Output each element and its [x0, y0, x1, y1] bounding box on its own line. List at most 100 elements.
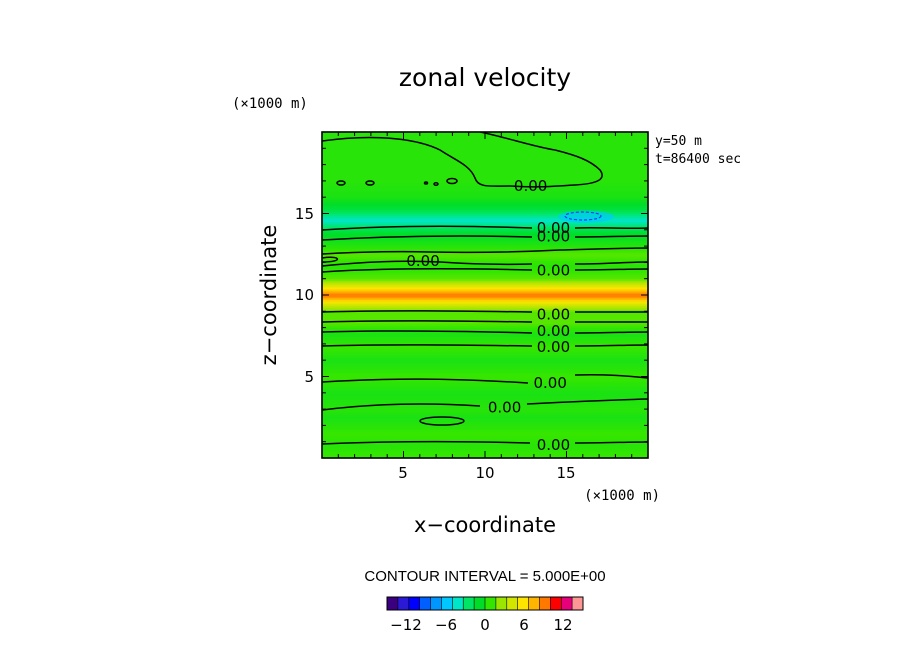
- heatmap-cell: [322, 172, 648, 176]
- contour-label: 0.00: [488, 398, 521, 416]
- heatmap-cell: [322, 374, 648, 378]
- contour-line: [433, 182, 439, 186]
- colorbar-swatch: [408, 597, 420, 610]
- heatmap-cell: [322, 323, 648, 327]
- contour-label: 0.00: [537, 227, 570, 245]
- y-tick-label: 15: [295, 205, 314, 223]
- contour-line: [419, 416, 465, 426]
- heatmap-cell: [322, 195, 648, 198]
- heatmap-cell: [322, 168, 648, 172]
- heatmap-cell: [322, 305, 648, 308]
- heatmap-cell: [322, 402, 648, 406]
- heatmap-cell: [322, 390, 648, 394]
- heatmap-cell: [322, 378, 648, 382]
- colorbar-swatch: [572, 597, 584, 610]
- heatmap-cell: [322, 288, 648, 292]
- z-axis-unit: (×1000 m): [232, 96, 308, 112]
- heatmap-cell: [322, 252, 648, 255]
- heatmap-cell: [322, 213, 648, 217]
- contour-line: [322, 267, 648, 273]
- colorbar-swatch: [419, 597, 431, 610]
- heatmap-cell: [322, 174, 648, 178]
- heatmap-cell: [322, 443, 648, 447]
- heatmap-cell: [322, 215, 648, 219]
- heatmap-cell: [322, 166, 648, 170]
- contour-line: [322, 247, 648, 255]
- heatmap-cell: [322, 425, 648, 429]
- heatmap-cell: [322, 158, 648, 162]
- heatmap-cell: [322, 331, 648, 335]
- contour-line: [322, 225, 648, 231]
- heatmap-cell: [322, 280, 648, 284]
- heatmap-cell: [322, 311, 648, 314]
- heatmap-cell: [322, 431, 648, 435]
- contour-line: [322, 132, 603, 188]
- heatmap-cell: [322, 264, 648, 268]
- contour-line: [365, 180, 375, 186]
- heatmap-cell: [322, 144, 648, 147]
- heatmap-cell: [322, 150, 648, 153]
- info-t-line: t=86400 sec: [655, 152, 741, 167]
- colorbar-tick-label: 0: [480, 616, 490, 634]
- heatmap-cell: [322, 301, 648, 304]
- heatmap-cell: [322, 368, 648, 371]
- contour-interval-text: CONTOUR INTERVAL = 5.000E+00: [364, 568, 605, 585]
- contour-line: [322, 310, 648, 313]
- x-tick-label: 15: [556, 464, 575, 482]
- heatmap-cell: [322, 333, 648, 337]
- contour-line: [322, 256, 339, 263]
- colorbar-swatch: [397, 597, 410, 610]
- heatmap-cell: [322, 170, 648, 174]
- heatmap-cell: [322, 286, 648, 290]
- x-tick-label: 5: [398, 464, 408, 482]
- heatmap-cell: [322, 337, 648, 341]
- heatmap-cell: [322, 295, 648, 298]
- heatmap-cell: [322, 260, 648, 263]
- heatmap-cell: [322, 160, 648, 164]
- contour-label: 0.00: [537, 338, 570, 356]
- heatmap-cell: [322, 270, 648, 274]
- heatmap-cell: [322, 235, 648, 239]
- heatmap-cell: [322, 233, 648, 237]
- heatmap-cell: [322, 256, 648, 259]
- heatmap-cell: [322, 382, 648, 386]
- colorbar-swatch: [485, 597, 497, 610]
- heatmap-cell: [322, 407, 648, 410]
- heatmap-cell: [322, 417, 648, 420]
- heatmap-cell: [322, 392, 648, 396]
- heatmap-cell: [322, 282, 648, 286]
- heatmap-cell: [322, 447, 648, 451]
- colorbar-swatch: [528, 597, 540, 610]
- heatmap-cell: [322, 309, 648, 312]
- heatmap-cell: [322, 284, 648, 288]
- heatmap-cell: [322, 372, 648, 376]
- colorbar-tick-label: 12: [553, 616, 572, 634]
- y-tick-label: 10: [295, 286, 314, 304]
- heatmap-cell: [322, 217, 648, 221]
- heatmap-cell: [322, 364, 648, 367]
- contour-label: 0.00: [537, 322, 570, 340]
- heatmap-cell: [558, 210, 615, 223]
- heatmap-cell: [322, 209, 648, 213]
- heatmap-cell: [322, 187, 648, 190]
- heatmap-cell: [322, 138, 648, 141]
- heatmap-cell: [322, 223, 648, 227]
- heatmap-cell: [322, 421, 648, 424]
- contour-lines: [322, 132, 648, 445]
- heatmap-cell: [322, 400, 648, 404]
- colorbar-tick-label: −6: [435, 616, 457, 634]
- heatmap-cell: [322, 354, 648, 357]
- heatmap-cell: [322, 437, 648, 441]
- heatmap-cell: [322, 254, 648, 257]
- heatmap-cell: [322, 341, 648, 345]
- heatmap-cell: [322, 405, 648, 408]
- heatmap-cell: [322, 419, 648, 422]
- heatmap-cell: [322, 266, 648, 270]
- heatmap-cell: [322, 242, 648, 245]
- colorbar: [386, 596, 584, 611]
- colorbar-swatch: [539, 597, 551, 610]
- plot-ticks: [322, 132, 648, 458]
- heatmap-cell: [322, 292, 648, 296]
- heatmap-cell: [322, 307, 648, 310]
